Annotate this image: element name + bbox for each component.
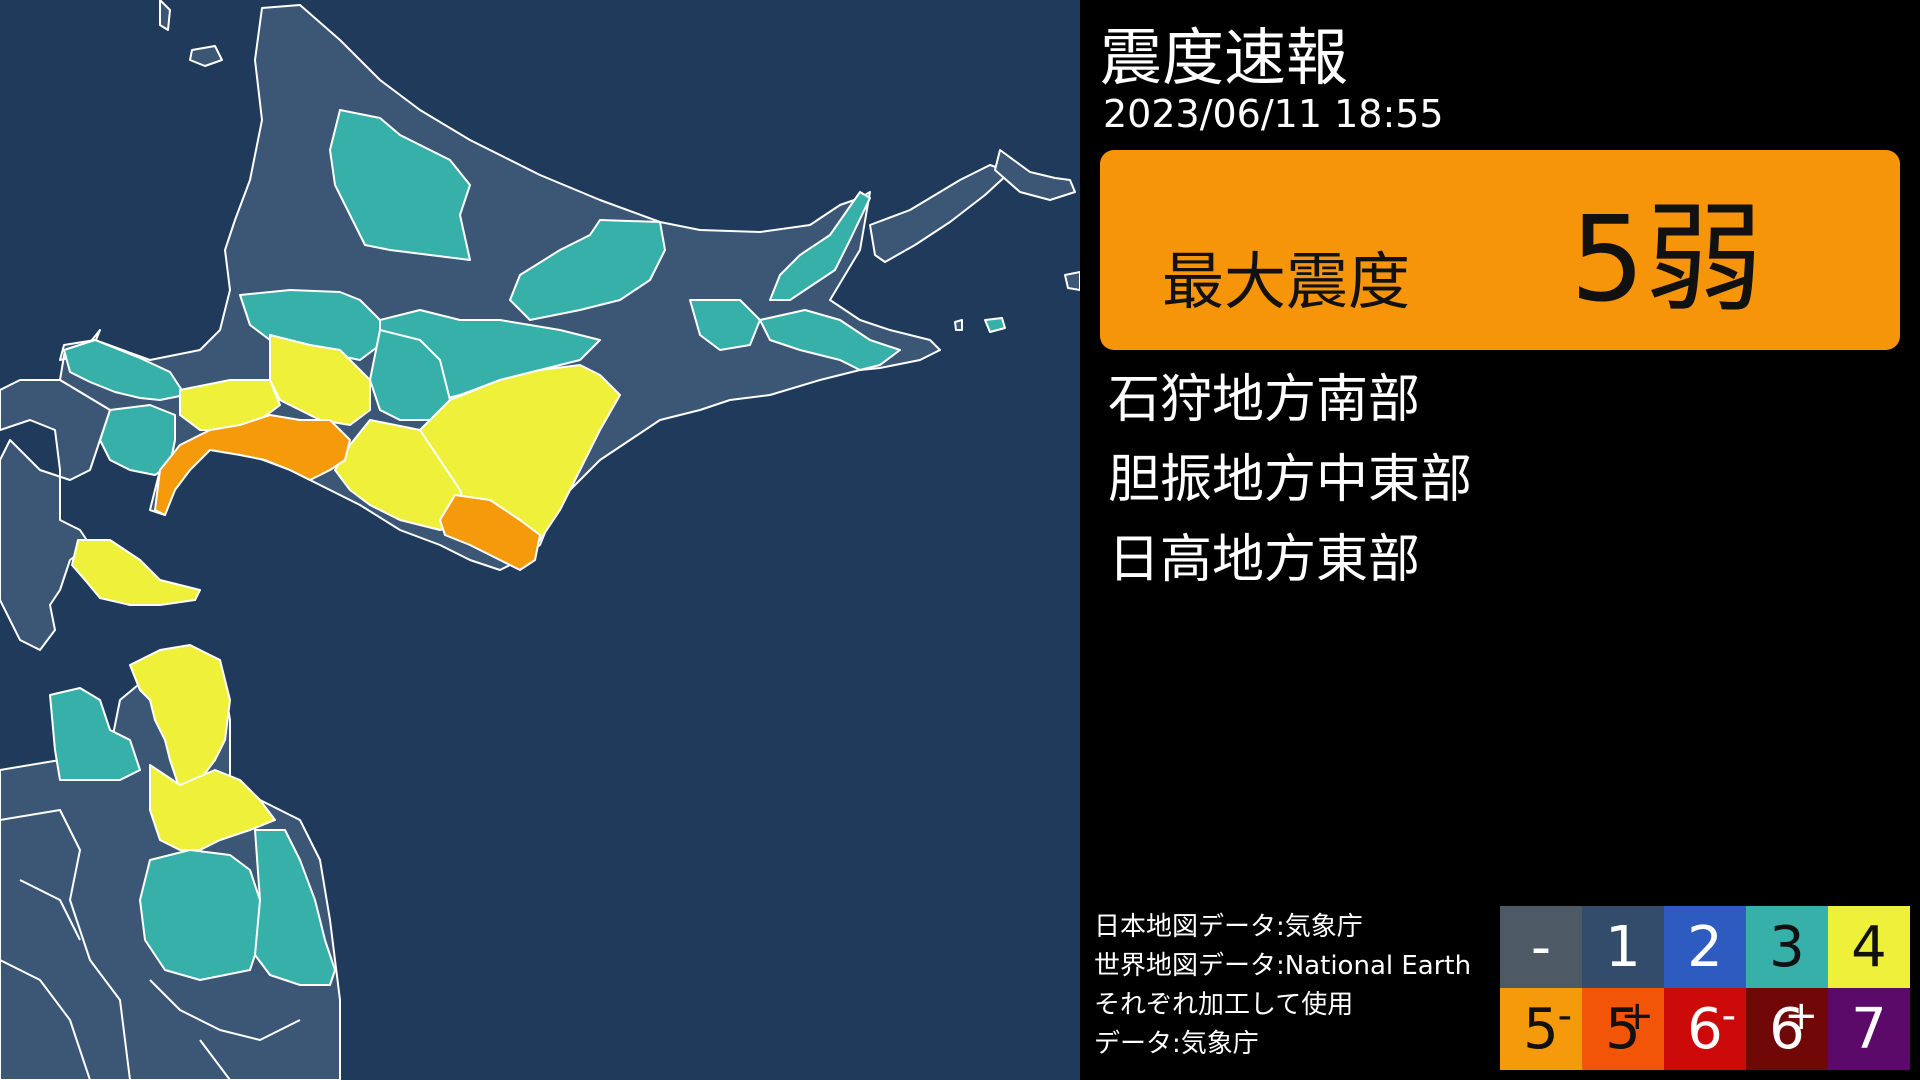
map-canvas	[0, 0, 1080, 1080]
seismic-intensity-map	[0, 0, 1080, 1080]
rishiri-island	[189, 45, 223, 67]
legend-cell: 4	[1828, 906, 1910, 988]
habomai-island	[954, 319, 963, 331]
credit-line: 日本地図データ:気象庁	[1094, 912, 1363, 942]
region-kushiro-north	[689, 299, 761, 351]
region-oshima-east	[71, 539, 201, 606]
legend-cell: 6 +	[1746, 988, 1828, 1070]
credit-line: それぞれ加工して使用	[1094, 990, 1354, 1020]
legend-label: 3	[1769, 914, 1805, 980]
map-edge-island	[1064, 271, 1080, 291]
region-shiribeshi	[63, 339, 186, 401]
legend-label: 7	[1851, 996, 1887, 1062]
region-iburi-chutobu	[154, 414, 351, 516]
credit-line: 世界地図データ:National Earth	[1094, 951, 1472, 981]
shikotan-island	[984, 317, 1006, 333]
legend-cell: 6-	[1664, 988, 1746, 1070]
legend-label: 5	[1605, 996, 1641, 1062]
honshu-border-4	[149, 979, 301, 1041]
legend-cell: 1	[1582, 906, 1664, 988]
legend-cell: 2	[1664, 906, 1746, 988]
max-intensity-box: 最大震度 5弱	[1100, 150, 1900, 350]
page-title: 震度速報	[1100, 21, 1349, 94]
honshu-border-1	[0, 809, 131, 1080]
region-nemuro	[759, 309, 901, 371]
region-aomori-west	[49, 687, 141, 781]
region-iwate-inland	[139, 849, 261, 981]
region-hidaka-tobu	[439, 494, 541, 571]
region-shiretoko	[769, 191, 871, 301]
legend-suffix: -	[1557, 993, 1572, 1039]
legend-label: 6	[1687, 996, 1723, 1062]
credits: 日本地図データ:気象庁 世界地図データ:National Earth それぞれ加…	[1094, 908, 1471, 1064]
kunashiri-island	[869, 164, 1011, 263]
region-iwate-coast	[254, 829, 336, 986]
honshu-border-2	[19, 879, 81, 941]
legend-label: 1	[1605, 914, 1641, 980]
legend-suffix: -	[1721, 993, 1736, 1039]
region-sorachi	[269, 334, 371, 426]
legend-label: 2	[1687, 914, 1723, 980]
legend-label: 4	[1851, 914, 1887, 980]
legend-cell: -	[1500, 906, 1582, 988]
honshu-border-3	[0, 959, 91, 1080]
max-intensity-label: 最大震度	[1162, 245, 1411, 318]
intensity-legend: - 1 2 3 4 5- 5 + 6- 6 + 7	[1500, 906, 1910, 1070]
legend-cell: 7	[1828, 988, 1910, 1070]
region-list: 石狩地方南部 胆振地方中東部 日高地方東部	[1108, 360, 1472, 600]
etorofu-island	[994, 149, 1076, 201]
legend-label: 6	[1769, 996, 1805, 1062]
legend-cell: 5 +	[1582, 988, 1664, 1070]
legend-suffix: +	[1620, 993, 1654, 1039]
region-kamikawa-north	[329, 109, 471, 261]
region-item: 日高地方東部	[1108, 530, 1421, 590]
oshima-peninsula	[0, 379, 111, 651]
region-aomori-east	[149, 764, 276, 851]
region-item: 胆振地方中東部	[1108, 450, 1473, 510]
credit-line: データ:気象庁	[1094, 1029, 1259, 1059]
legend-label: -	[1530, 914, 1552, 980]
region-item: 石狩地方南部	[1108, 370, 1421, 430]
legend-cell: 5-	[1500, 988, 1582, 1070]
legend-suffix: +	[1784, 993, 1818, 1039]
report-datetime: 2023/06/11 18:55	[1103, 92, 1444, 136]
rebun-island	[159, 0, 171, 31]
legend-cell: 3	[1746, 906, 1828, 988]
region-okhotsk-central	[509, 219, 666, 321]
honshu-border-5	[199, 1039, 231, 1080]
legend-label: 5	[1523, 996, 1559, 1062]
max-intensity-value: 5弱	[1570, 190, 1764, 328]
